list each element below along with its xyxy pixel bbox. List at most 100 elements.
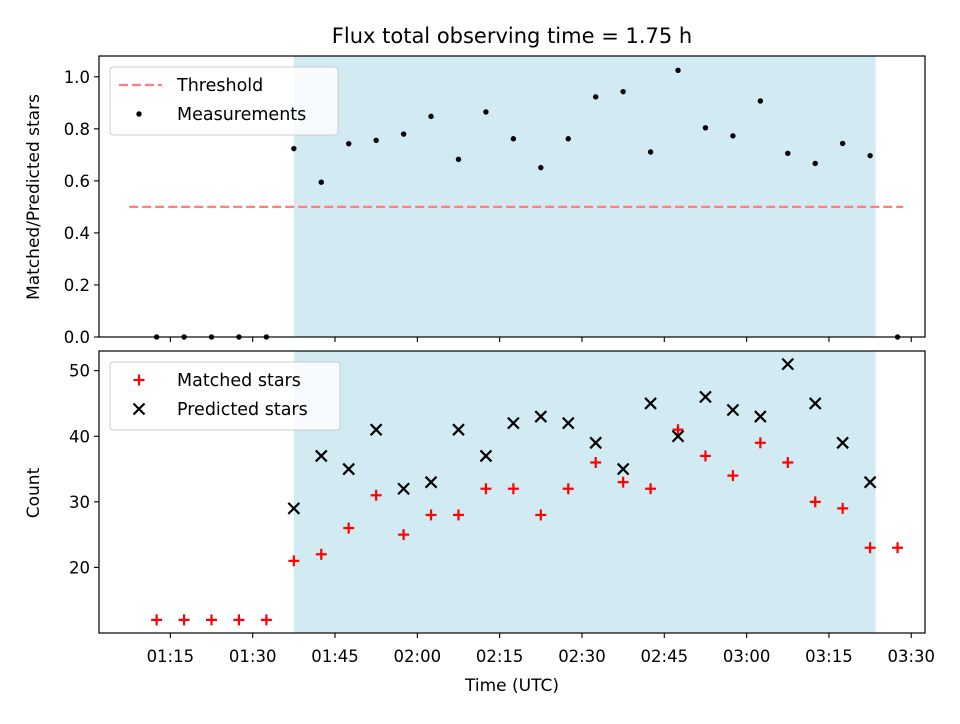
data-point xyxy=(839,140,846,147)
x-tick-label: 01:30 xyxy=(229,647,277,666)
data-point xyxy=(864,542,876,554)
series-predicted-stars xyxy=(287,357,877,515)
data-point xyxy=(479,449,493,463)
data-point xyxy=(726,403,740,417)
data-point xyxy=(590,456,602,468)
data-point xyxy=(398,529,410,541)
data-point xyxy=(178,614,190,626)
data-point xyxy=(370,489,382,501)
data-point xyxy=(480,483,492,495)
data-point xyxy=(315,548,327,560)
legend: Threshold Measurements xyxy=(109,66,339,136)
data-point xyxy=(561,416,575,430)
data-point xyxy=(730,133,736,139)
ratio-panel: 0.0 0.2 0.4 0.6 0.8 1.0 Threshold Measurements xyxy=(64,55,926,347)
data-point xyxy=(288,555,300,567)
data-point xyxy=(644,397,657,410)
y-tick-label: 0.6 xyxy=(64,172,90,191)
data-point xyxy=(287,502,301,515)
count-panel: 20 30 40 50 01:15 01:30 01:45 02:00 02:15 02:30 02… xyxy=(69,350,935,666)
series-matched-stars xyxy=(151,424,904,626)
y-tick-label: 0.2 xyxy=(64,276,90,295)
legend-label: Matched stars xyxy=(177,371,301,391)
x-tick-label: 02:30 xyxy=(558,647,606,666)
series-measurements xyxy=(153,67,901,340)
data-point xyxy=(589,436,602,450)
data-point xyxy=(616,462,630,476)
data-point xyxy=(645,483,657,495)
legend-label: Threshold xyxy=(176,76,263,96)
data-point xyxy=(699,450,711,462)
data-point xyxy=(892,542,904,554)
top-y-axis-label: Matched/Predicted stars xyxy=(24,94,44,300)
x-tick-label: 03:00 xyxy=(723,647,771,666)
data-point xyxy=(781,357,795,371)
data-point xyxy=(452,509,464,521)
data-point xyxy=(785,150,791,157)
data-point xyxy=(647,149,654,155)
y-tick-label: 0.8 xyxy=(64,120,90,139)
data-point xyxy=(483,109,489,115)
y-tick-label: 40 xyxy=(69,427,90,446)
data-point xyxy=(369,423,383,436)
data-point xyxy=(592,94,599,100)
legend-predicted-swatch xyxy=(132,402,146,416)
legend-box xyxy=(109,66,339,136)
data-point xyxy=(343,522,355,534)
data-point xyxy=(318,179,324,185)
x-tick-label: 03:30 xyxy=(887,647,935,666)
data-point xyxy=(260,614,272,626)
data-point xyxy=(538,164,544,171)
data-point xyxy=(397,482,410,495)
data-point xyxy=(812,160,818,167)
data-point xyxy=(672,424,684,436)
x-tick-label: 02:00 xyxy=(394,647,442,666)
data-point xyxy=(671,429,685,443)
data-point xyxy=(373,137,379,143)
data-point xyxy=(428,113,434,120)
data-point xyxy=(702,125,709,131)
data-point xyxy=(151,614,163,626)
plot-frame xyxy=(98,55,926,338)
observing-interval-shade xyxy=(293,56,876,337)
legend-label: Predicted stars xyxy=(177,400,308,420)
y-tick-label: 50 xyxy=(69,362,90,381)
legend-matched-swatch xyxy=(133,374,145,386)
y-tick-label: 0.4 xyxy=(64,224,90,243)
legend-label: Measurements xyxy=(177,105,306,125)
data-point xyxy=(699,390,712,404)
observing-interval-shade xyxy=(293,351,876,633)
data-point xyxy=(425,509,437,521)
data-point xyxy=(836,436,849,450)
data-point xyxy=(808,397,822,410)
legend-measurement-swatch xyxy=(136,111,142,117)
x-tick-label: 02:15 xyxy=(476,647,524,666)
data-point xyxy=(617,476,629,488)
data-point xyxy=(507,483,519,495)
data-point xyxy=(400,131,407,137)
data-point xyxy=(507,416,520,430)
chart-title: Flux total observing time = 1.75 h xyxy=(332,24,692,48)
data-point xyxy=(782,456,794,468)
data-point xyxy=(565,136,571,142)
data-point xyxy=(342,462,355,476)
legend: Matched stars Predicted stars xyxy=(109,361,341,431)
data-point xyxy=(455,156,462,162)
data-point xyxy=(757,98,764,104)
x-tick-label: 01:45 xyxy=(311,647,359,666)
data-point xyxy=(867,152,873,159)
y-tick-label: 30 xyxy=(69,493,90,512)
data-point xyxy=(291,145,297,152)
data-point xyxy=(346,140,352,147)
legend-box xyxy=(109,361,341,431)
y-tick-label: 20 xyxy=(69,558,90,577)
data-point xyxy=(452,423,465,436)
data-point xyxy=(754,410,767,423)
x-axis-label: Time (UTC) xyxy=(464,676,559,696)
x-tick-label: 02:45 xyxy=(641,647,689,666)
data-point xyxy=(675,67,681,74)
x-tick-label: 03:15 xyxy=(805,647,853,666)
data-point xyxy=(206,614,218,626)
